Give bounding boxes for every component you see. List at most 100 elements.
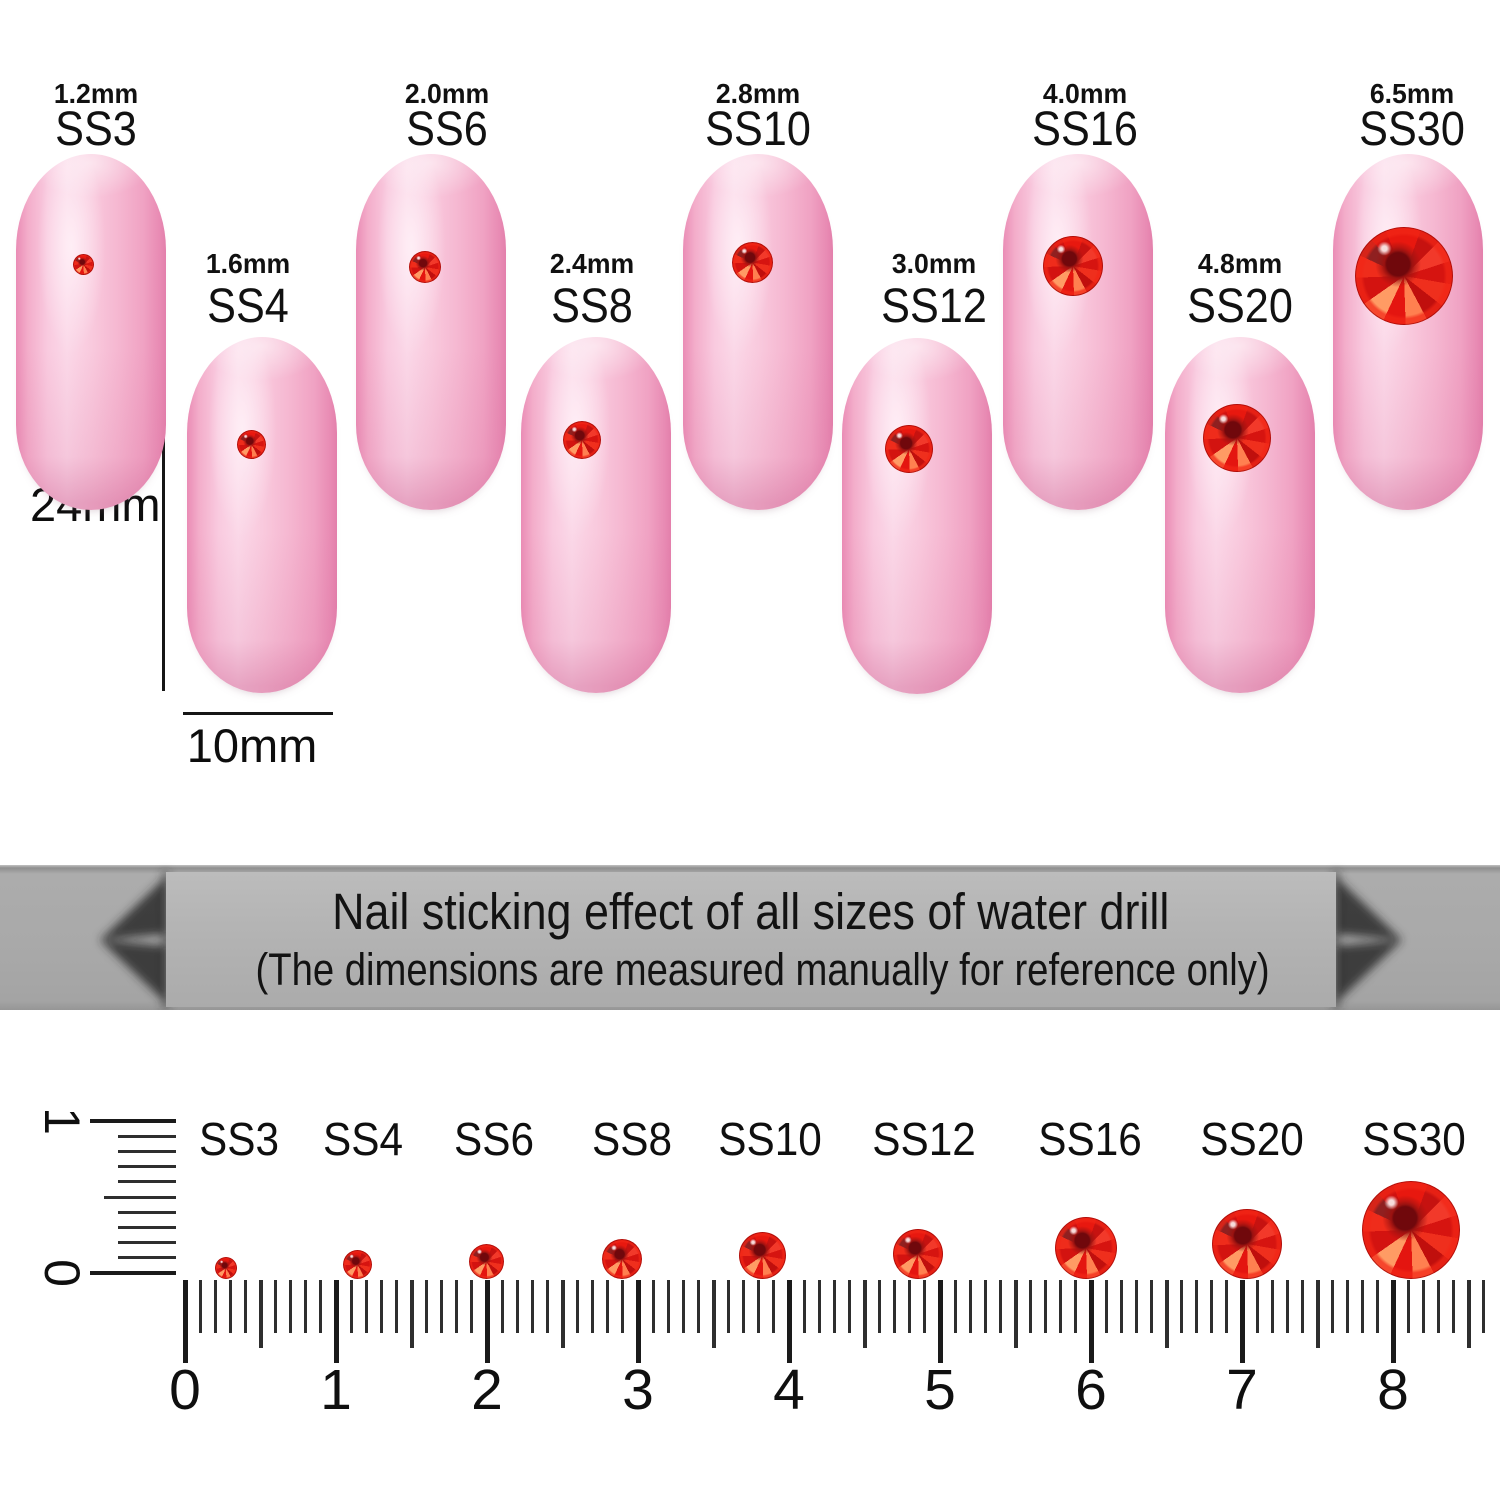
ruler-tick [711, 1280, 716, 1348]
ruler-tick [1300, 1280, 1304, 1333]
ruler-tick [832, 1280, 836, 1333]
nail-8-mm-label: 6.5mm [1369, 78, 1455, 109]
ruler-tick [878, 1280, 882, 1333]
ruler-tick [515, 1280, 519, 1333]
nail-0-nail [16, 154, 166, 510]
ruler-tick [817, 1280, 821, 1333]
ruler-tick [576, 1280, 580, 1333]
ruler-tick [1331, 1280, 1335, 1333]
ruler-tick [1361, 1280, 1365, 1333]
nail-3-mm-label: 2.4mm [549, 248, 635, 279]
ruler-tick [228, 1280, 232, 1333]
banner-panel [166, 872, 1336, 1007]
ruler-gem-label: SS8 [592, 1113, 672, 1165]
ruler-tick [243, 1280, 247, 1333]
nail-1-gem-icon [236, 429, 266, 459]
ruler-gem-label: SS20 [1200, 1113, 1304, 1165]
ruler-tick [772, 1280, 776, 1333]
ruler-tick [364, 1280, 368, 1333]
nail-7-mm-label: 4.8mm [1197, 248, 1283, 279]
nail-7-size-label: SS20 [1187, 280, 1293, 333]
ruler-tick [198, 1280, 202, 1333]
ruler-tick [304, 1280, 308, 1333]
ruler-tick [274, 1280, 278, 1333]
ruler-tick [560, 1280, 565, 1348]
ruler-tick [349, 1280, 353, 1333]
ruler-tick [545, 1280, 549, 1333]
ruler-gem-label: SS4 [323, 1113, 403, 1165]
ruler-tick [1104, 1280, 1108, 1333]
ruler-gem-label: SS10 [718, 1113, 822, 1165]
ruler-gem-icon [468, 1244, 504, 1279]
ruler-tick [1074, 1280, 1078, 1333]
ruler-tick [847, 1280, 851, 1333]
ruler-tick [591, 1280, 595, 1333]
ruler-tick [1239, 1280, 1245, 1363]
ruler-tick [1149, 1280, 1153, 1333]
ruler-number: 3 [622, 1358, 654, 1422]
banner-subtitle-text: (The dimensions are measured manually fo… [255, 944, 1270, 995]
ruler-tick [409, 1280, 414, 1348]
nail-width-label: 10mm [186, 719, 318, 772]
ruler-tick [983, 1280, 987, 1333]
vertical-ruler-tick [118, 1149, 176, 1153]
ruler-tick [1390, 1280, 1396, 1363]
ruler-tick [319, 1280, 323, 1333]
ruler-number: 5 [924, 1358, 956, 1422]
ruler-section: 1 0 0 1 2 3 4 5 6 7 8 SS3 SS4 SS6 SS8 SS10 SS12 SS16 SS20 S… [0, 1010, 1500, 1500]
nail-8-nail [1333, 154, 1483, 510]
nail-6-nail [1003, 154, 1153, 510]
ruler-tick [1285, 1280, 1289, 1333]
ruler-tick [182, 1280, 188, 1363]
nail-6-gem-icon [1043, 236, 1103, 296]
nail-5-size-label: SS12 [881, 280, 987, 333]
nail-4-nail [683, 154, 833, 510]
ruler-tick [289, 1280, 293, 1333]
nail-2-gem-icon [409, 251, 441, 283]
ruler-tick [1044, 1280, 1048, 1333]
ruler-number: 7 [1226, 1358, 1258, 1422]
vertical-ruler-tick [118, 1134, 176, 1138]
nail-4-size-label: SS10 [705, 103, 811, 156]
ruler-gem-icon [893, 1229, 943, 1279]
ruler-tick [727, 1280, 731, 1333]
ruler-number: 0 [169, 1358, 201, 1422]
ruler-tick [1225, 1280, 1229, 1333]
ruler-tick [681, 1280, 685, 1333]
ruler-gem-icon [602, 1239, 642, 1279]
ruler-tick [757, 1280, 761, 1333]
nail-3-gem-icon [563, 421, 601, 459]
ruler-tick [1346, 1280, 1350, 1333]
nail-8-gem-icon [1355, 227, 1453, 325]
ruler-number: 4 [773, 1358, 805, 1422]
nail-6-size-label: SS16 [1032, 103, 1138, 156]
ruler-tick [333, 1280, 339, 1363]
nail-2-mm-label: 2.0mm [404, 78, 490, 109]
nail-length-measure-line [162, 343, 165, 691]
vertical-ruler-tick [104, 1195, 176, 1199]
ruler-number: 8 [1377, 1358, 1409, 1422]
nail-1-size-label: SS4 [207, 280, 289, 333]
nail-2-size-label: SS6 [406, 103, 488, 156]
ruler-tick [1180, 1280, 1184, 1333]
nail-width-measure-line [183, 712, 333, 715]
ruler-gem-icon [1055, 1217, 1117, 1279]
ruler-tick [742, 1280, 746, 1333]
ruler-tick [1255, 1280, 1259, 1333]
ruler-tick [1466, 1280, 1471, 1348]
ruler-gem-icon [342, 1250, 372, 1279]
nail-3-size-label: SS8 [551, 280, 633, 333]
ruler-number: 1 [320, 1358, 352, 1422]
ruler-tick [666, 1280, 670, 1333]
vertical-ruler-number: 1 [34, 1107, 90, 1135]
ruler-tick [998, 1280, 1002, 1333]
ruler-tick [500, 1280, 504, 1333]
ruler-number: 6 [1075, 1358, 1107, 1422]
nail-4-mm-label: 2.8mm [715, 78, 801, 109]
vertical-ruler-tick [118, 1256, 176, 1260]
ruler-tick [1376, 1280, 1380, 1333]
ruler-tick [1059, 1280, 1063, 1333]
ruler-tick [213, 1280, 217, 1333]
ruler-tick [1436, 1280, 1440, 1333]
